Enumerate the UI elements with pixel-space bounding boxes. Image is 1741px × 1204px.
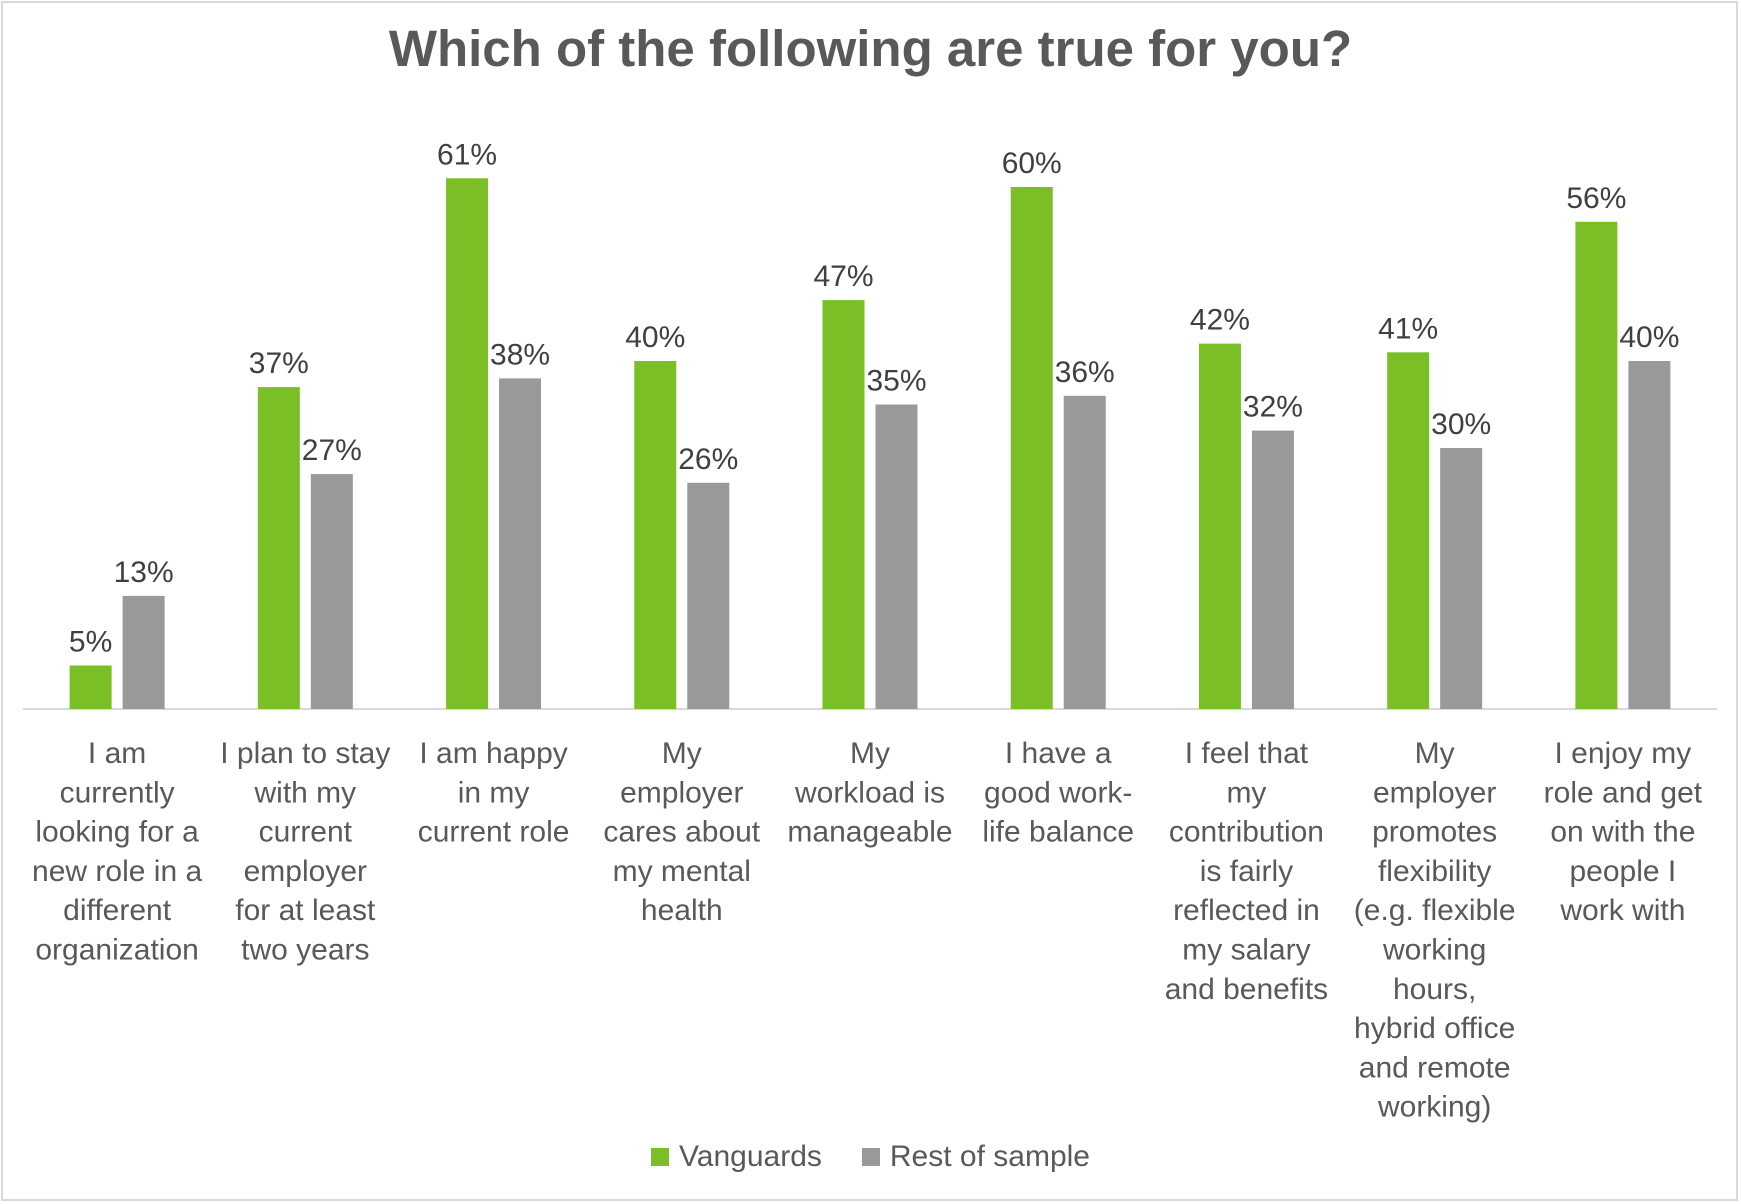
data-label-vanguards-1: 37% bbox=[249, 347, 309, 380]
data-label-rest-of-sample-6: 32% bbox=[1243, 391, 1303, 424]
legend-item-rest-of-sample: Rest of sample bbox=[861, 1140, 1090, 1174]
data-label-rest-of-sample-0: 13% bbox=[114, 556, 174, 589]
data-label-vanguards-0: 5% bbox=[69, 626, 112, 659]
category-label-3: My employer cares about my mental health bbox=[603, 737, 760, 927]
data-label-rest-of-sample-8: 40% bbox=[1619, 321, 1679, 354]
category-label-4: My workload is manageable bbox=[787, 737, 952, 849]
bar-rest-of-sample-8 bbox=[1628, 361, 1671, 709]
data-label-rest-of-sample-3: 26% bbox=[678, 443, 738, 476]
bar-rest-of-sample-6 bbox=[1251, 430, 1294, 709]
bar-vanguards-4 bbox=[822, 300, 865, 709]
bar-rest-of-sample-2 bbox=[499, 378, 542, 709]
legend-swatch-rest-of-sample bbox=[861, 1148, 880, 1166]
bar-rest-of-sample-0 bbox=[122, 595, 165, 709]
category-label-7: My employer promotes flexibility (e.g. flexi… bbox=[1354, 737, 1516, 1124]
data-label-vanguards-2: 61% bbox=[437, 138, 497, 171]
data-label-rest-of-sample-5: 36% bbox=[1055, 356, 1115, 389]
category-label-5: I have a good work-life balance bbox=[982, 737, 1134, 849]
category-label-6: I feel that my contribution is fairly reflec… bbox=[1165, 737, 1328, 1006]
bar-vanguards-2 bbox=[446, 178, 489, 710]
legend-swatch-vanguards bbox=[651, 1148, 669, 1166]
bar-vanguards-7 bbox=[1387, 352, 1430, 709]
bar-vanguards-6 bbox=[1198, 343, 1241, 709]
chart-legend: Vanguards Rest of sample bbox=[0, 1140, 1741, 1174]
bar-rest-of-sample-4 bbox=[875, 404, 918, 709]
legend-label-rest-of-sample: Rest of sample bbox=[889, 1140, 1090, 1173]
bar-vanguards-5 bbox=[1010, 187, 1053, 709]
data-label-vanguards-4: 47% bbox=[813, 260, 873, 293]
data-label-vanguards-3: 40% bbox=[625, 321, 685, 354]
category-label-8: I enjoy my role and get on with the people … bbox=[1544, 737, 1703, 927]
data-label-vanguards-7: 41% bbox=[1378, 312, 1438, 345]
data-label-rest-of-sample-1: 27% bbox=[302, 434, 362, 467]
legend-label-vanguards: Vanguards bbox=[679, 1140, 822, 1173]
bar-rest-of-sample-3 bbox=[687, 482, 730, 709]
data-label-rest-of-sample-7: 30% bbox=[1431, 408, 1491, 441]
legend-item-vanguards: Vanguards bbox=[651, 1140, 822, 1174]
category-label-2: I am happy in my current role bbox=[418, 737, 570, 849]
data-label-vanguards-5: 60% bbox=[1002, 147, 1062, 180]
category-label-1: I plan to stay with my current employer for … bbox=[220, 737, 390, 967]
bar-vanguards-1 bbox=[257, 387, 300, 709]
bar-rest-of-sample-1 bbox=[310, 474, 353, 709]
bar-vanguards-3 bbox=[634, 361, 677, 709]
bar-rest-of-sample-5 bbox=[1063, 395, 1106, 709]
data-label-rest-of-sample-2: 38% bbox=[490, 338, 550, 371]
data-label-rest-of-sample-4: 35% bbox=[866, 365, 926, 398]
bar-rest-of-sample-7 bbox=[1440, 448, 1483, 709]
bar-vanguards-0 bbox=[69, 665, 112, 709]
bar-vanguards-8 bbox=[1575, 221, 1618, 710]
data-label-vanguards-8: 56% bbox=[1566, 182, 1626, 215]
chart-title: Which of the following are true for you? bbox=[388, 20, 1353, 77]
data-label-vanguards-6: 42% bbox=[1190, 304, 1250, 337]
